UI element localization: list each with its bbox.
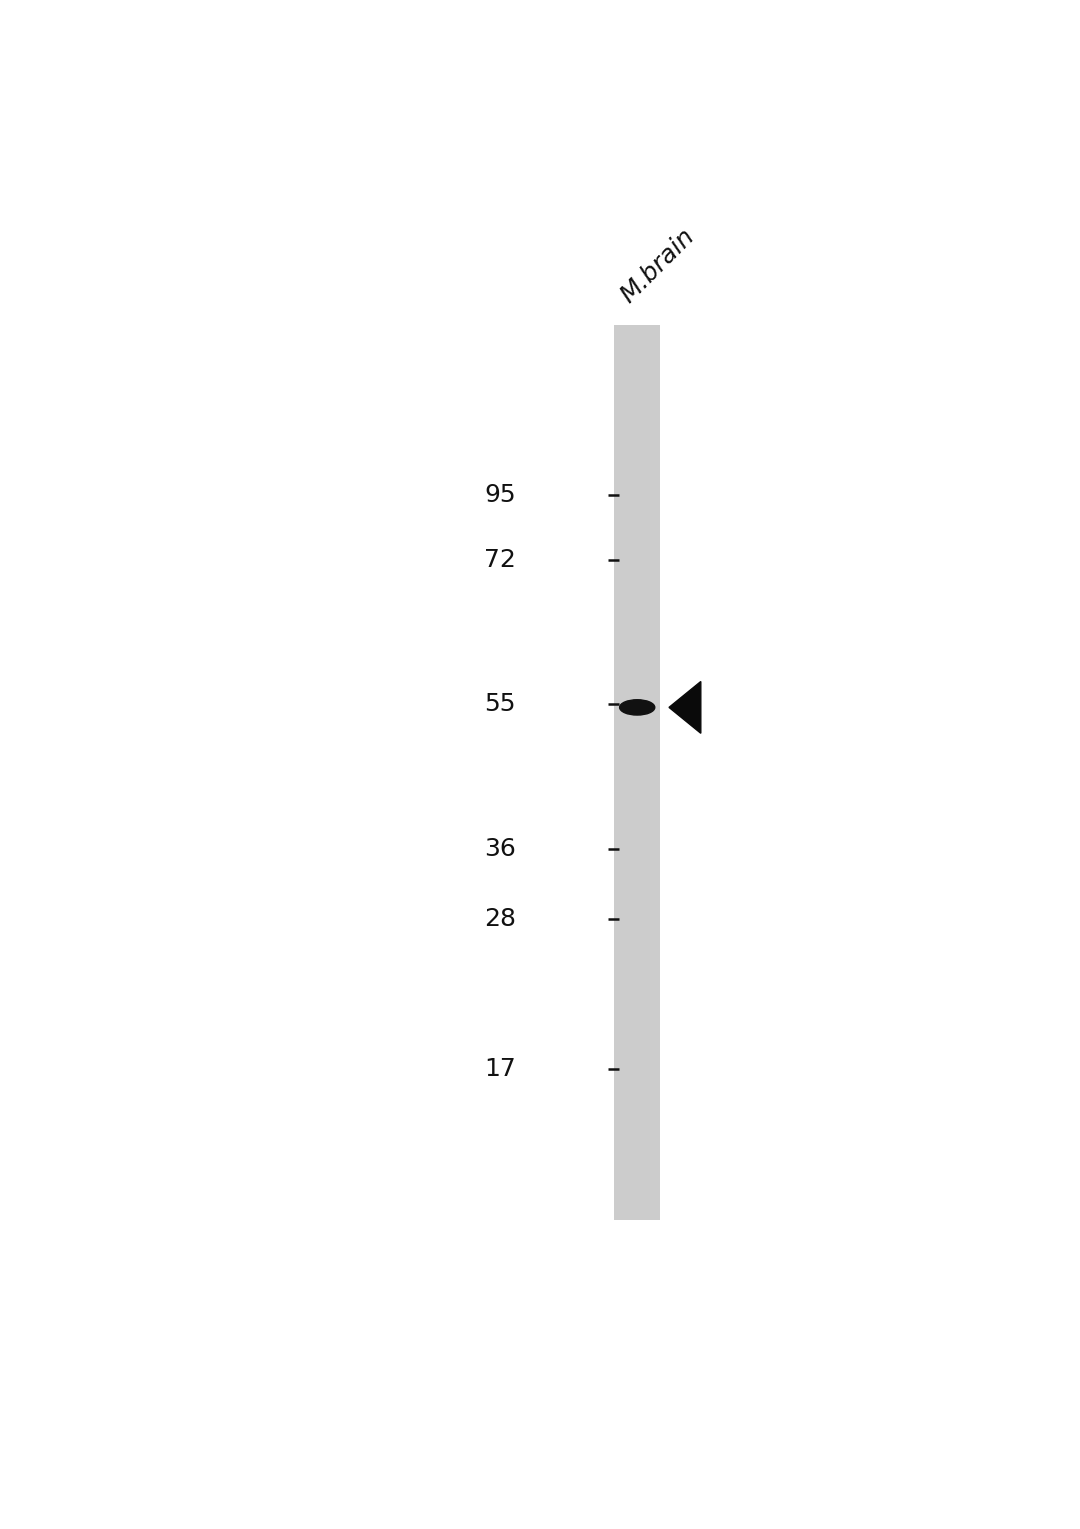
Ellipse shape bbox=[620, 700, 654, 716]
Text: 72: 72 bbox=[484, 549, 516, 572]
Text: 17: 17 bbox=[484, 1057, 516, 1081]
Text: 28: 28 bbox=[484, 907, 516, 931]
Text: 55: 55 bbox=[484, 691, 516, 716]
Polygon shape bbox=[669, 682, 701, 734]
Text: M.brain: M.brain bbox=[616, 223, 700, 307]
Text: 36: 36 bbox=[484, 836, 516, 861]
Bar bbox=[615, 324, 660, 1220]
Text: 95: 95 bbox=[484, 483, 516, 508]
